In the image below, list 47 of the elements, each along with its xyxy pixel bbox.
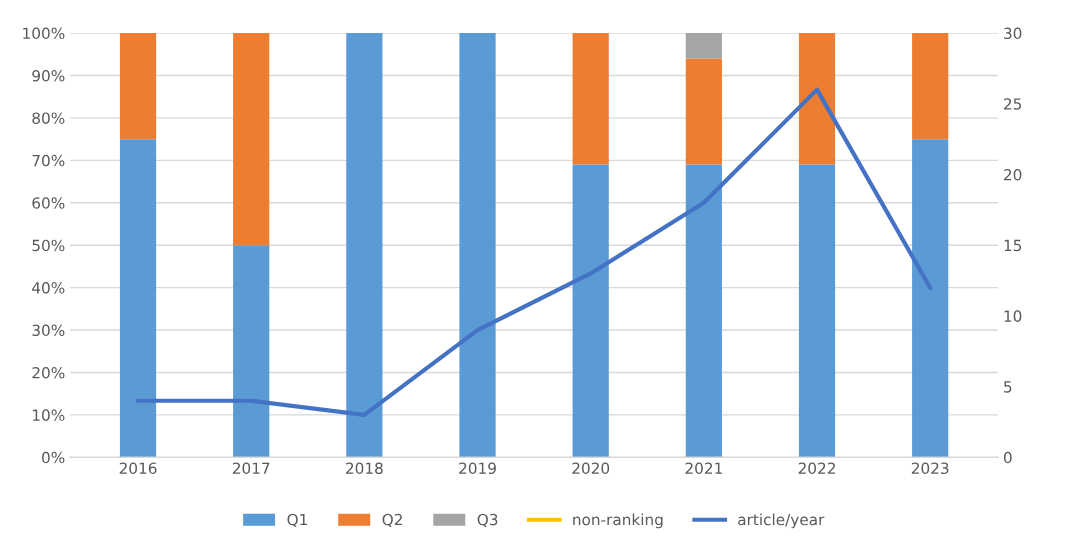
y2-tick-label: 20 [1004, 168, 1022, 181]
y-tick-label: 50% [32, 239, 65, 252]
y-tick-label: 80% [32, 112, 65, 124]
y2-tick-label: 10 [1004, 310, 1022, 322]
x-tick-label: 2020 [572, 462, 610, 475]
line-series [135, 87, 933, 417]
bar [912, 33, 949, 140]
x-tick-label: 2021 [685, 462, 722, 475]
bar [912, 139, 949, 458]
legend-label: Q3 [477, 513, 498, 528]
legend-label: non-ranking [573, 513, 663, 529]
y-tick-label: 70% [32, 154, 65, 167]
bar [798, 164, 836, 458]
y-tick-label: 100% [23, 27, 65, 40]
x-tick-label: 2023 [911, 462, 949, 475]
y-tick-label: 40% [32, 282, 65, 294]
y-tick-label: 10% [32, 409, 65, 421]
x-tick-label: 2018 [346, 462, 383, 475]
y2-tick-label: 5 [1004, 381, 1012, 393]
bar [572, 164, 609, 458]
bar [685, 33, 722, 59]
bar [572, 33, 609, 165]
y-tick-label: 0% [42, 451, 65, 464]
bar [233, 33, 270, 246]
bar [346, 33, 383, 458]
x-tick-label: 2019 [459, 462, 496, 475]
y-tick-label: 60% [32, 197, 65, 209]
bar [119, 33, 157, 140]
y-tick-label: 20% [32, 366, 65, 379]
legend-label: Q2 [382, 513, 402, 528]
y-tick-label: 90% [32, 69, 65, 82]
bar [685, 58, 722, 165]
x-tick-label: 2017 [232, 462, 270, 475]
y2-tick-label: 0 [1003, 451, 1012, 464]
y2-tick-label: 30 [1004, 27, 1022, 40]
y2-tick-label: 15 [1004, 239, 1022, 252]
bar [119, 139, 157, 458]
bar [459, 33, 496, 458]
y2-tick-label: 25 [1004, 98, 1022, 110]
bar [233, 245, 270, 458]
legend-label: Q1 [287, 513, 307, 528]
x-tick-label: 2022 [798, 462, 835, 475]
bar [685, 164, 722, 458]
x-tick-label: 2016 [119, 462, 157, 475]
legend-label: article/year [738, 513, 825, 529]
y-tick-label: 30% [32, 324, 65, 337]
bar [798, 33, 836, 165]
